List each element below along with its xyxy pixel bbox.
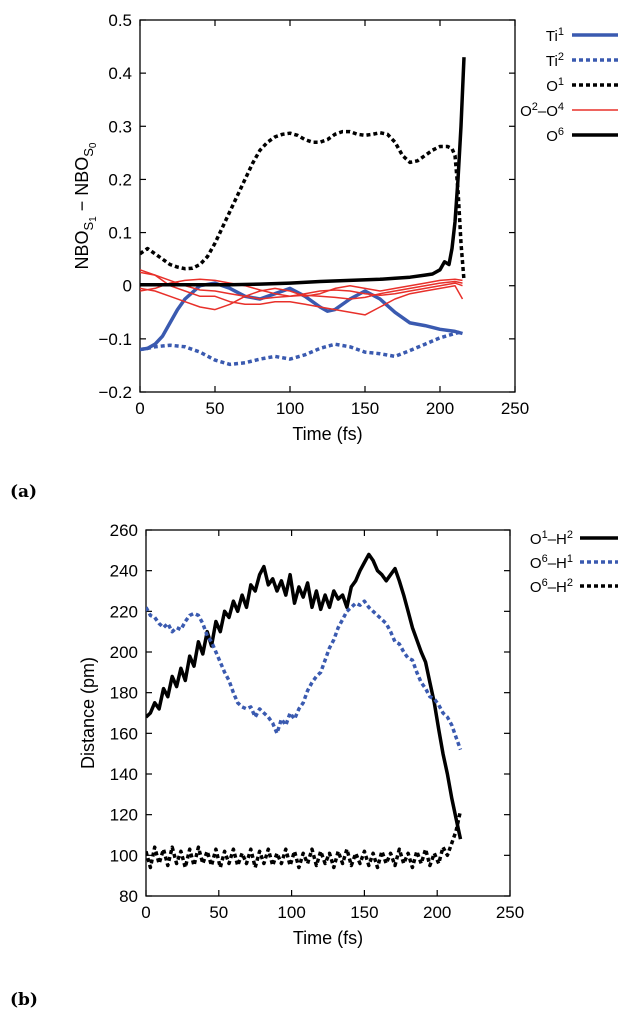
series-line-0: [146, 552, 463, 840]
y-tick-label: 120: [110, 806, 138, 825]
series-line-6: [140, 278, 463, 298]
y-axis-label: NBOS1 − NBOS0: [72, 142, 99, 269]
y-tick-label: 240: [110, 562, 138, 581]
series-line-1: [146, 599, 463, 751]
legend-label: O6–H2: [530, 577, 573, 596]
legend-label: O1: [546, 76, 564, 95]
series-line-3: [140, 269, 464, 316]
y-tick-label: 200: [110, 643, 138, 662]
legend-label: O6–H1: [530, 553, 573, 572]
chart-a: 0 50 100 150 200 250 −0.2 −0.1 0 0.1 0.2 0.3 0.4 0.5 T…: [72, 11, 618, 444]
x-tick-label: 0: [135, 399, 144, 418]
plot-frame: [145, 529, 511, 897]
legend-label: Ti2: [546, 51, 564, 70]
y-tick-label: 100: [110, 846, 138, 865]
legend-label: O6: [546, 126, 564, 145]
y-tick-label: 180: [110, 684, 138, 703]
x-axis-label: Time (fs): [292, 424, 362, 444]
x-tick-label: 50: [206, 399, 225, 418]
chart-b: 0 50 100 150 200 250 80 100 120 140 160 180 200 220 24…: [78, 521, 618, 948]
y-tick-label: 260: [110, 521, 138, 540]
x-axis-label: Time (fs): [293, 928, 363, 948]
plot-frame: [139, 19, 516, 393]
x-tick-label: 150: [350, 903, 378, 922]
x-tick-label: 100: [277, 903, 305, 922]
panel-label-b: (b): [10, 990, 38, 1010]
x-tick-label: 250: [496, 903, 524, 922]
y-axis-label: Distance (pm): [78, 657, 98, 769]
x-tick-label: 50: [209, 903, 228, 922]
x-tick-label: 100: [276, 399, 304, 418]
x-tick-label: 0: [141, 903, 150, 922]
y-tick-label: 0.4: [108, 64, 132, 83]
y-tick-label: 0.3: [108, 117, 132, 136]
series-line-4: [140, 271, 463, 300]
y-tick-label: 0.1: [108, 224, 132, 243]
y-tick-label: 0.5: [108, 11, 132, 30]
x-tick-label: 200: [426, 399, 454, 418]
series-line-0: [140, 281, 463, 352]
series-line-7: [140, 57, 466, 287]
series-line-2: [146, 810, 463, 870]
y-tick-label: 140: [110, 765, 138, 784]
x-tick-label: 250: [501, 399, 529, 418]
y-tick-label: 0: [123, 277, 132, 296]
series-line-5: [140, 278, 463, 311]
x-tick-label: 200: [423, 903, 451, 922]
x-tick-label: 150: [351, 399, 379, 418]
legend-label: Ti1: [546, 26, 564, 45]
y-tick-label: −0.1: [98, 330, 132, 349]
legend-label: O1–H2: [530, 529, 573, 548]
panel-label-a: (a): [10, 482, 38, 502]
y-tick-label: 80: [119, 887, 138, 906]
y-tick-label: 160: [110, 724, 138, 743]
y-tick-label: 220: [110, 602, 138, 621]
series-line-1: [140, 329, 463, 367]
y-tick-label: −0.2: [98, 383, 132, 402]
y-tick-label: 0.2: [108, 170, 132, 189]
series-line-2: [140, 129, 466, 281]
legend-label: O2–O4: [520, 101, 564, 120]
